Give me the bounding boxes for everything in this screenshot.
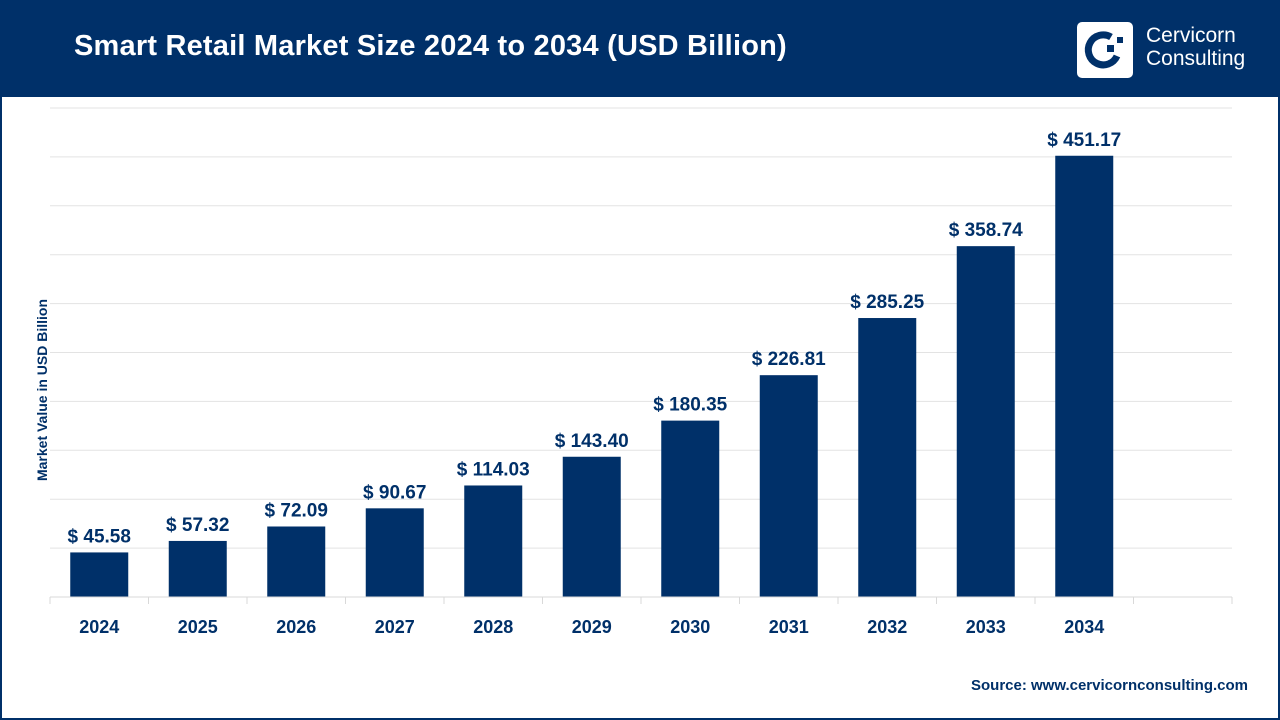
data-label-2025: $ 57.32 [166,515,229,536]
x-tick-label-2028: 2028 [473,617,513,637]
bar-2031 [759,375,818,597]
bar-2030 [661,420,720,597]
data-label-2027: $ 90.67 [363,482,426,503]
x-tick-label-2033: 2033 [966,617,1006,637]
x-tick-label-2034: 2034 [1064,617,1104,637]
data-label-2024: $ 45.58 [68,526,131,547]
data-label-2029: $ 143.40 [555,431,629,452]
x-tick-label-2032: 2032 [867,617,907,637]
data-label-2033: $ 358.74 [949,220,1023,241]
x-tick-label-2024: 2024 [79,617,119,637]
data-label-2030: $ 180.35 [653,395,727,416]
x-tick-label-2029: 2029 [572,617,612,637]
header-bar: Smart Retail Market Size 2024 to 2034 (U… [0,0,1280,97]
data-label-2028: $ 114.03 [457,459,530,480]
bar-2032 [858,318,917,597]
data-label-2034: $ 451.17 [1047,130,1121,151]
x-tick-label-2031: 2031 [769,617,809,637]
x-tick-label-2026: 2026 [276,617,316,637]
x-tick-label-2027: 2027 [375,617,415,637]
bar-2033 [956,246,1015,597]
bar-2025 [168,540,227,597]
bar-2028 [464,485,523,597]
chart-title: Smart Retail Market Size 2024 to 2034 (U… [74,30,787,62]
cervicorn-logo-icon [1077,22,1133,78]
data-label-2032: $ 285.25 [850,292,924,313]
bar-2029 [562,456,621,597]
x-tick-label-2025: 2025 [178,617,218,637]
bar-2034 [1055,155,1114,597]
bar-2027 [365,508,424,597]
data-label-2031: $ 226.81 [752,349,826,370]
bar-2024 [70,552,129,597]
logo-text: Cervicorn Consulting [1146,24,1245,70]
data-label-2026: $ 72.09 [265,500,328,521]
bar-2026 [267,526,326,597]
logo-line-2: Consulting [1146,47,1246,70]
x-tick-label-2030: 2030 [670,617,710,637]
source-note: Source: www.cervicornconsulting.com [970,677,1248,694]
logo-line-1: Cervicorn [1146,24,1236,47]
